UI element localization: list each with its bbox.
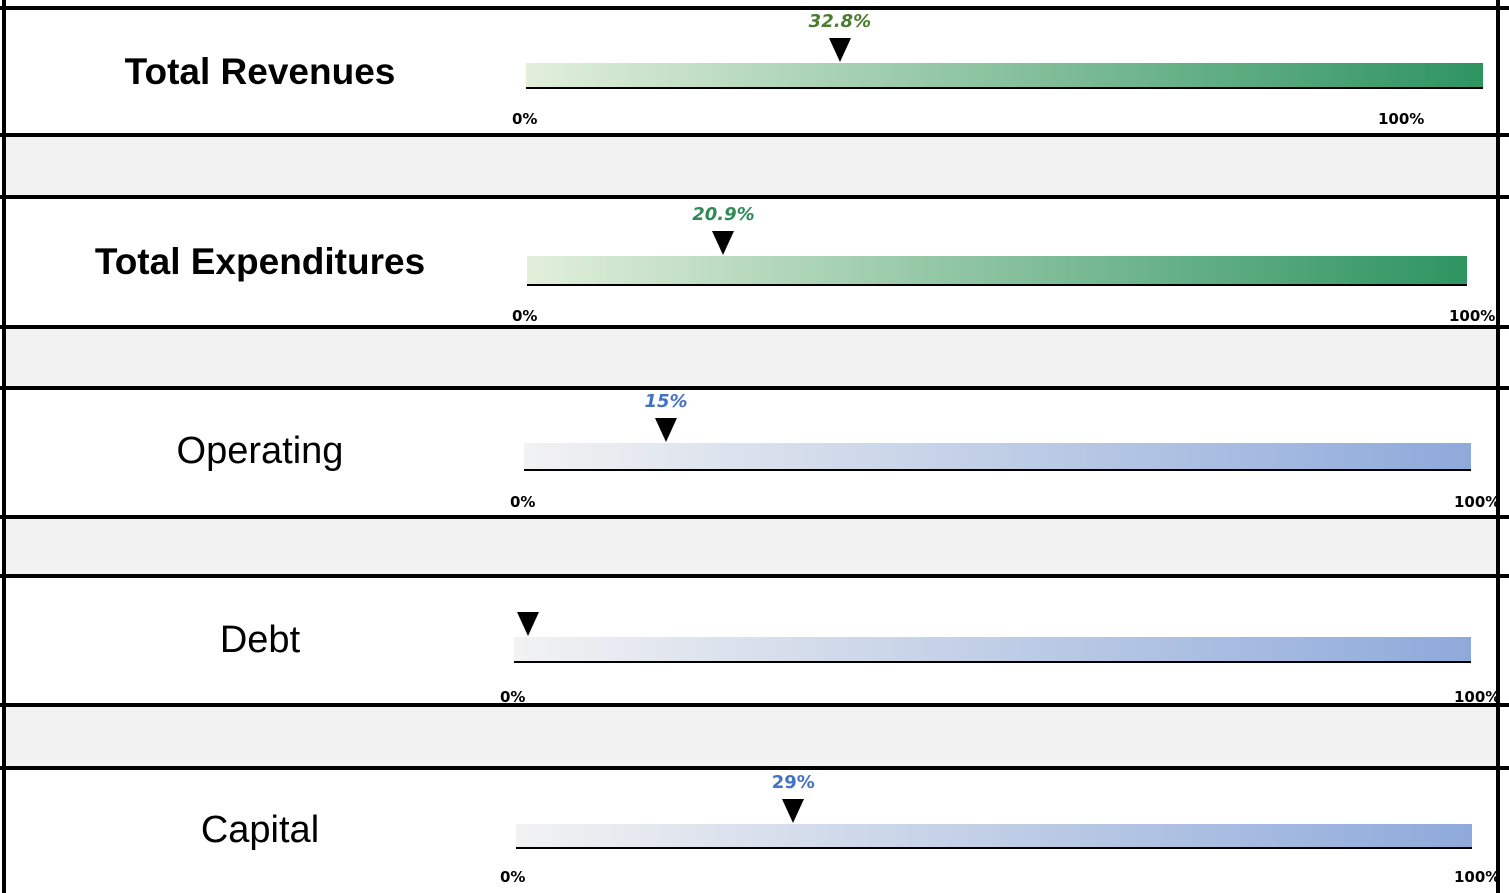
row-label: Debt — [219, 619, 301, 661]
row-label: Total Expenditures — [94, 241, 426, 282]
gradient-bar — [516, 824, 1472, 847]
axis-min-label: 0% — [512, 307, 538, 325]
axis-baseline — [516, 847, 1472, 849]
value-marker — [517, 612, 539, 636]
axis-baseline — [527, 284, 1467, 286]
row-border — [0, 195, 1509, 199]
separator-band — [6, 518, 1498, 574]
value-marker — [655, 418, 678, 442]
value-marker — [712, 231, 735, 255]
axis-max-label: 100% — [1454, 868, 1501, 886]
row-border — [0, 766, 1509, 770]
value-label: 20.9% — [692, 204, 755, 225]
row-label: Capital — [200, 809, 320, 851]
panel-border — [2, 0, 6, 893]
value-marker — [828, 38, 851, 62]
row-border — [0, 6, 1509, 10]
value-label: 32.8% — [808, 11, 872, 32]
axis-min-label: 0% — [500, 868, 526, 886]
row-label: Total Revenues — [124, 51, 396, 92]
axis-baseline — [514, 661, 1471, 663]
axis-max-label: 100% — [1449, 307, 1496, 325]
axis-baseline — [524, 469, 1471, 471]
value-label: 29% — [771, 772, 815, 793]
row-border — [0, 386, 1509, 390]
row-label: Operating — [176, 430, 344, 472]
separator-band — [6, 137, 1498, 197]
axis-min-label: 0% — [512, 110, 538, 128]
separator-band — [6, 707, 1498, 766]
axis-max-label: 100% — [1454, 688, 1501, 706]
gradient-bar — [526, 63, 1483, 87]
axis-max-label: 100% — [1378, 110, 1425, 128]
axis-min-label: 0% — [500, 688, 526, 706]
gradient-bar — [524, 443, 1471, 469]
axis-baseline — [526, 87, 1483, 89]
row-border — [0, 133, 1509, 137]
value-label: 15% — [644, 391, 688, 412]
row-border — [0, 325, 1509, 329]
axis-max-label: 100% — [1454, 493, 1501, 511]
gradient-bar — [527, 256, 1467, 284]
row-border — [0, 574, 1509, 578]
panel-border — [1496, 0, 1500, 893]
row-border — [0, 515, 1509, 519]
separator-band — [6, 328, 1498, 386]
gradient-bar — [514, 637, 1471, 661]
row-border — [0, 703, 1509, 707]
value-marker — [782, 799, 805, 823]
axis-min-label: 0% — [510, 493, 536, 511]
